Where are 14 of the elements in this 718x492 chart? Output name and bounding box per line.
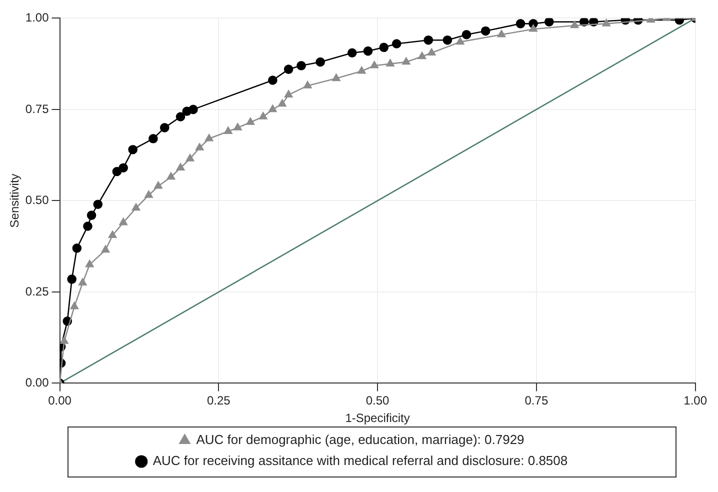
x-axis-title: 1-Specificity xyxy=(345,411,410,426)
y-tick-label: 0.50 xyxy=(25,193,50,208)
y-tick-label: 1.00 xyxy=(25,10,50,25)
x-tick-label: 0.25 xyxy=(206,394,231,408)
legend-label: AUC for receiving assitance with medical referral and disclosure: 0.8508 xyxy=(152,453,568,468)
x-tick-label: 0.75 xyxy=(524,394,548,408)
x-tick-label: 1.00 xyxy=(684,394,708,408)
y-tick-label: 0.25 xyxy=(25,284,50,298)
x-tick-label: 0.50 xyxy=(366,394,390,408)
y-tick-label: 0.75 xyxy=(25,102,50,116)
y-tick-label: 0.00 xyxy=(25,376,50,390)
legend-label: AUC for demographic (age, education, marriage): 0.7929 xyxy=(196,432,524,448)
x-tick-label: 0.00 xyxy=(48,394,72,408)
y-axis-title: Sensitivity xyxy=(8,174,22,228)
